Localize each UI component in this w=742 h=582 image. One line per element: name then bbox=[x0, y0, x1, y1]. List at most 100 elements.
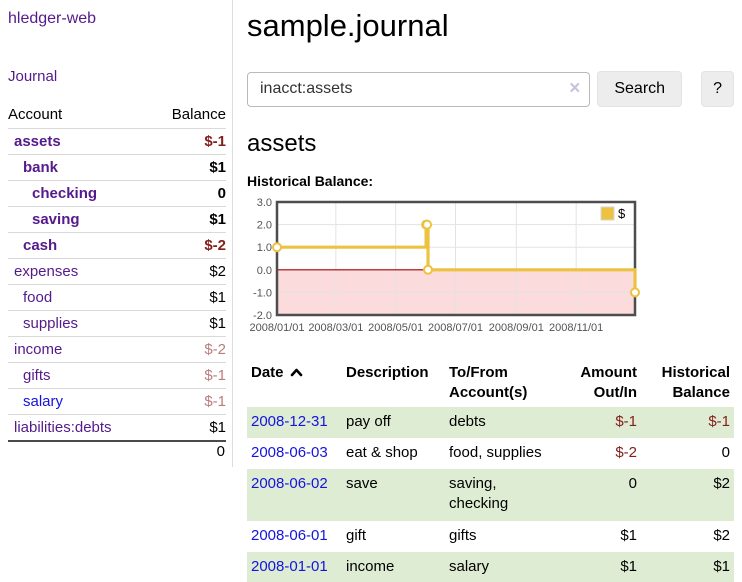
transaction-amount: $1 bbox=[620, 526, 637, 544]
accounts-total-row: 0 bbox=[8, 440, 226, 461]
sidebar-account-expenses[interactable]: expenses bbox=[14, 263, 79, 280]
register-table: Date Description To/From Account(s) Amount… bbox=[247, 360, 734, 582]
account-row: food $1 bbox=[8, 284, 226, 311]
svg-text:1.0: 1.0 bbox=[257, 242, 272, 254]
transaction-date-link[interactable]: 2008-06-03 bbox=[251, 443, 328, 461]
svg-text:2008/01/01: 2008/01/01 bbox=[249, 322, 304, 334]
sidebar-account-gifts[interactable]: gifts bbox=[23, 367, 51, 384]
account-balance: $1 bbox=[151, 206, 226, 233]
transaction-description: gift bbox=[346, 526, 367, 544]
sidebar-item-journal[interactable]: Journal bbox=[8, 68, 58, 85]
account-balance: $-1 bbox=[151, 362, 226, 389]
account-balance: 0 bbox=[151, 180, 226, 207]
transaction-accounts: gifts bbox=[449, 526, 477, 544]
sidebar-account-saving[interactable]: saving bbox=[32, 211, 80, 228]
help-button[interactable]: ? bbox=[701, 71, 734, 107]
register-header-row: Date Description To/From Account(s) Amount… bbox=[247, 360, 734, 407]
account-balance: $1 bbox=[151, 284, 226, 311]
sidebar-account-liabilities-debts[interactable]: liabilities:debts bbox=[14, 419, 112, 436]
svg-text:-2.0: -2.0 bbox=[253, 310, 272, 322]
sidebar-account-income[interactable]: income bbox=[14, 341, 63, 358]
transaction-row: 2008-06-01 gift gifts $1 $2 bbox=[247, 521, 734, 552]
transaction-description: eat & shop bbox=[346, 443, 418, 461]
account-row: salary $-1 bbox=[8, 388, 226, 415]
account-row: liabilities:debts $1 bbox=[8, 414, 226, 441]
sidebar: hledger-web Journal Account Balance asse… bbox=[0, 0, 233, 467]
accounts-table-body: assets $-1 bank $1 checking 0 saving $1 cash $-2 e… bbox=[8, 128, 226, 441]
transaction-balance: 0 bbox=[721, 443, 730, 461]
accounts-header-row: Account Balance bbox=[8, 103, 226, 129]
account-row: gifts $-1 bbox=[8, 362, 226, 389]
search-form: × Search ? bbox=[247, 71, 734, 107]
sidebar-account-food[interactable]: food bbox=[23, 289, 53, 306]
svg-text:-1.0: -1.0 bbox=[253, 287, 272, 299]
transaction-amount: 0 bbox=[628, 475, 637, 492]
transaction-balance: $-1 bbox=[708, 412, 730, 430]
account-row: supplies $1 bbox=[8, 310, 226, 337]
accounts-table: Account Balance assets $-1 bank $1 checking 0… bbox=[8, 103, 226, 461]
register-table-body: 2008-12-31 pay off debts $-1 $-1 2008-06-03 ea… bbox=[247, 406, 734, 582]
app-title-link[interactable]: hledger-web bbox=[8, 10, 97, 27]
chart-wrap: $3.0 2.0 1.0 0.0 -1.0 -2.0 2008/01/01 2008/03/0… bbox=[247, 197, 734, 345]
account-balance: $1 bbox=[151, 310, 226, 337]
sidebar-account-salary[interactable]: salary bbox=[23, 393, 64, 410]
svg-text:0.0: 0.0 bbox=[257, 265, 272, 277]
transaction-row: 2008-06-03 eat & shop food, supplies $-2 0 bbox=[247, 438, 734, 469]
main-content: sample.journal × Search ? assets Histori… bbox=[233, 0, 742, 582]
account-balance: $-1 bbox=[151, 128, 226, 155]
transaction-description: income bbox=[346, 557, 395, 575]
svg-text:2008/03/01: 2008/03/01 bbox=[308, 322, 363, 334]
accounts-total-spacer bbox=[8, 440, 152, 461]
sidebar-account-assets[interactable]: assets bbox=[14, 133, 61, 150]
transaction-accounts: salary bbox=[449, 557, 490, 575]
sidebar-account-bank[interactable]: bank bbox=[23, 159, 59, 176]
transaction-row: 2008-12-31 pay off debts $-1 $-1 bbox=[247, 406, 734, 438]
search-button[interactable]: Search bbox=[597, 71, 683, 107]
sort-ascending-icon bbox=[290, 368, 302, 377]
transaction-accounts: debts bbox=[449, 412, 486, 430]
account-balance: $-2 bbox=[151, 336, 226, 363]
account-row: checking 0 bbox=[8, 180, 226, 207]
transaction-date-link[interactable]: 2008-01-01 bbox=[251, 557, 328, 575]
search-box: × bbox=[247, 71, 591, 107]
account-balance: $1 bbox=[151, 154, 226, 181]
account-row: assets $-1 bbox=[8, 128, 226, 155]
register-col-accounts: To/From Account(s) bbox=[449, 364, 528, 402]
sidebar-account-cash[interactable]: cash bbox=[23, 237, 58, 254]
sidebar-account-supplies[interactable]: supplies bbox=[23, 315, 79, 332]
transaction-amount: $-2 bbox=[615, 443, 637, 461]
accounts-col-balance: Balance bbox=[171, 106, 226, 123]
register-col-balance: Historical Balance bbox=[661, 364, 730, 402]
clear-search-icon[interactable]: × bbox=[569, 77, 581, 99]
transaction-date-link[interactable]: 2008-12-31 bbox=[251, 412, 328, 430]
svg-text:2008/07/01: 2008/07/01 bbox=[428, 322, 483, 334]
svg-text:2008/09/01: 2008/09/01 bbox=[489, 322, 544, 334]
account-row: saving $1 bbox=[8, 206, 226, 233]
account-row: expenses $2 bbox=[8, 258, 226, 285]
svg-text:2008/11/01: 2008/11/01 bbox=[549, 322, 603, 334]
transaction-accounts: saving, checking bbox=[449, 475, 509, 513]
account-row: income $-2 bbox=[8, 336, 226, 363]
transaction-balance: $1 bbox=[713, 557, 730, 575]
register-col-amount: Amount Out/In bbox=[580, 364, 637, 402]
account-balance: $1 bbox=[151, 414, 226, 441]
register-col-date[interactable]: Date bbox=[247, 360, 342, 407]
chart-label: Historical Balance: bbox=[247, 173, 374, 189]
account-balance: $-2 bbox=[151, 232, 226, 259]
page-title: sample.journal bbox=[247, 8, 449, 43]
transaction-accounts: food, supplies bbox=[449, 443, 542, 461]
transaction-date-link[interactable]: 2008-06-02 bbox=[251, 475, 328, 492]
search-input[interactable] bbox=[247, 71, 591, 107]
account-heading: assets bbox=[247, 130, 317, 157]
transaction-balance: $2 bbox=[713, 475, 730, 492]
svg-text:2.0: 2.0 bbox=[257, 220, 272, 232]
transaction-description: save bbox=[346, 475, 378, 492]
sidebar-account-checking[interactable]: checking bbox=[32, 185, 98, 202]
transaction-date-link[interactable]: 2008-06-01 bbox=[251, 526, 328, 544]
accounts-col-account: Account bbox=[8, 106, 63, 123]
transaction-row: 2008-06-02 save saving, checking 0 $2 bbox=[247, 469, 734, 521]
transaction-balance: $2 bbox=[713, 526, 730, 544]
register-col-description: Description bbox=[346, 364, 429, 381]
